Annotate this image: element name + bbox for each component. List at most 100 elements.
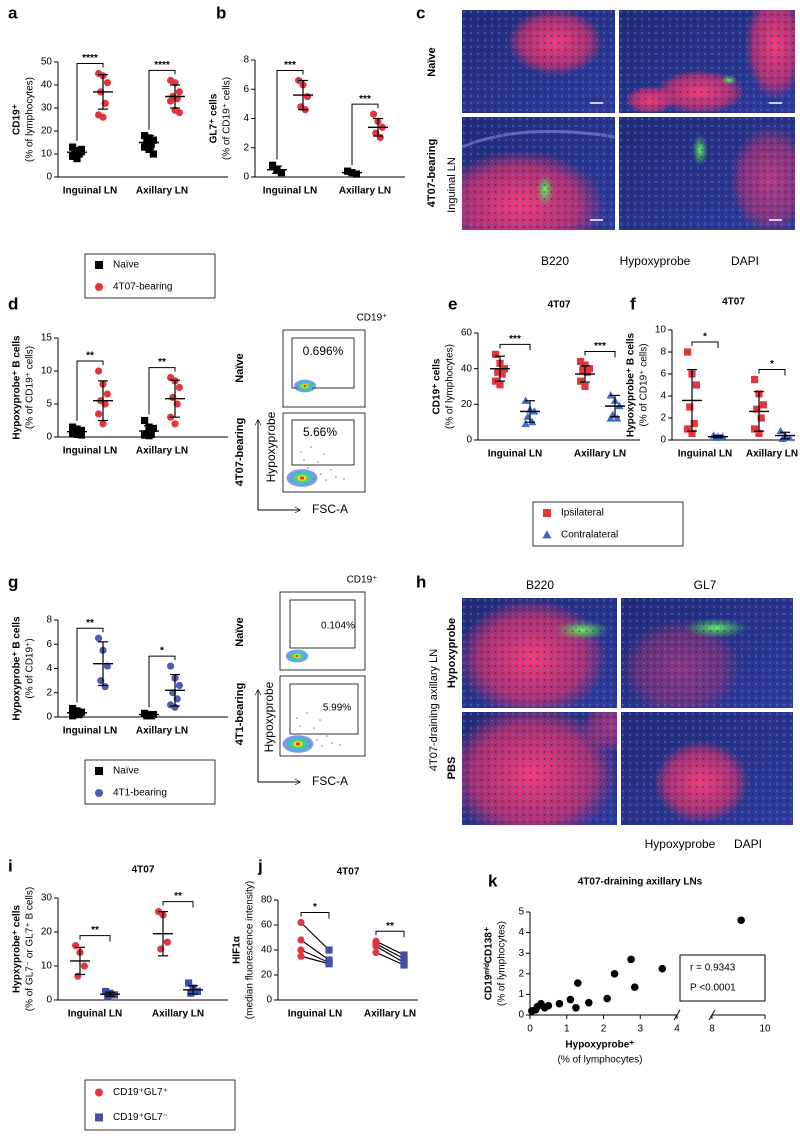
marker <box>400 961 408 969</box>
gate <box>291 337 355 389</box>
flow-axis-label: FSC-A <box>312 502 348 516</box>
marker <box>175 681 183 690</box>
y-tick-label: 2 <box>243 142 249 153</box>
y-tick-label: 6 <box>243 84 249 95</box>
marker <box>759 401 767 409</box>
marker <box>753 405 761 413</box>
y-tick-label: 8 <box>46 615 52 626</box>
y-tick-label: 80 <box>261 895 273 906</box>
marker <box>684 425 692 433</box>
pair-line <box>300 949 330 964</box>
significance-bracket <box>300 912 330 919</box>
panel-letter: d <box>8 294 18 313</box>
marker <box>494 368 502 376</box>
channel-label: B220 <box>541 254 569 268</box>
legend-box <box>84 253 216 299</box>
marker <box>171 420 179 428</box>
density <box>285 649 309 663</box>
marker <box>95 261 103 269</box>
y-tick-label: 5 <box>46 399 52 410</box>
panel-letter: c <box>416 3 425 22</box>
y-tick-label: 30 <box>41 893 53 904</box>
point <box>585 998 593 1007</box>
significance: **** <box>82 53 98 64</box>
y-tick-label: 15 <box>41 333 53 344</box>
marker <box>583 368 591 376</box>
marker <box>73 155 81 163</box>
marker <box>751 425 759 433</box>
marker <box>187 989 195 997</box>
pair-line <box>300 955 330 965</box>
y-tick-label: 0 <box>243 172 249 183</box>
x-tick-label: 3 <box>637 1024 643 1035</box>
marker <box>80 962 88 970</box>
legend-label: CD19⁺GL7⁺ <box>113 1087 168 1098</box>
row-label: 4T07-bearing <box>426 139 438 207</box>
significance: ** <box>86 618 94 629</box>
row-label: Naïve <box>234 353 246 382</box>
micrograph <box>462 10 615 113</box>
marker <box>751 375 759 384</box>
panel-letter: i <box>8 856 13 875</box>
y-tick-label: 1 <box>518 989 524 1000</box>
marker <box>102 987 110 996</box>
pair-line <box>300 922 330 951</box>
legend-label: Contralateral <box>561 530 618 541</box>
marker <box>325 960 333 968</box>
x-tick-label: 10 <box>759 1024 771 1035</box>
channel-label: DAPI <box>731 254 759 268</box>
marker <box>147 141 155 149</box>
y-tick-label: 20 <box>41 126 53 137</box>
flow-plot <box>282 329 366 408</box>
y-tick-label: 40 <box>41 80 53 91</box>
y-tick-label: 20 <box>261 970 273 981</box>
marker <box>141 143 149 151</box>
marker <box>95 367 103 375</box>
point <box>573 979 582 987</box>
marker <box>95 1113 103 1122</box>
significance: * <box>313 902 317 913</box>
gate <box>291 419 355 466</box>
significance: * <box>703 332 707 343</box>
legend-label: Naïve <box>113 766 140 777</box>
row-label: 4T1-bearing <box>234 683 246 745</box>
significance: ** <box>86 351 94 362</box>
x-tick-label: Inguinal LN <box>68 1009 122 1020</box>
marker <box>496 381 504 389</box>
marker <box>141 416 149 425</box>
row-label: Hypoxyprobe <box>446 618 458 688</box>
panel-letter: b <box>216 3 226 22</box>
marker <box>521 396 530 404</box>
marker <box>69 712 77 720</box>
pair-line <box>300 939 330 961</box>
marker <box>95 410 103 418</box>
marker <box>95 634 103 642</box>
row-label: 4T07-bearing <box>234 418 246 486</box>
significance-bracket <box>76 360 104 422</box>
y-tick-label: 0 <box>466 435 472 446</box>
y-axis-label: GL7⁺ cells <box>209 93 220 143</box>
significance: **** <box>154 60 170 71</box>
y-tick-label: 8 <box>243 55 249 66</box>
y-tick-label: 10 <box>41 149 53 160</box>
marker <box>776 426 785 435</box>
marker <box>269 161 277 169</box>
significance-bracket <box>758 369 786 376</box>
marker <box>95 789 103 797</box>
y-tick-label: 0 <box>518 1010 524 1021</box>
annotation-box <box>679 954 766 1002</box>
y-axis-label: Hypxyprobe⁺ cells <box>12 905 23 994</box>
panel-letter: j <box>257 856 263 875</box>
y-axis-label: CD19⁺ <box>12 104 23 135</box>
significance-bracket <box>148 367 176 415</box>
marker <box>167 662 175 670</box>
marker <box>543 509 551 517</box>
point <box>630 983 639 991</box>
y-tick-label: 10 <box>41 961 53 972</box>
y-tick-label: 6 <box>660 369 666 380</box>
significance: *** <box>359 94 371 105</box>
marker <box>523 412 532 420</box>
y-tick-label: 5 <box>518 907 524 918</box>
y-tick-label: 10 <box>41 366 53 377</box>
point <box>610 970 619 978</box>
